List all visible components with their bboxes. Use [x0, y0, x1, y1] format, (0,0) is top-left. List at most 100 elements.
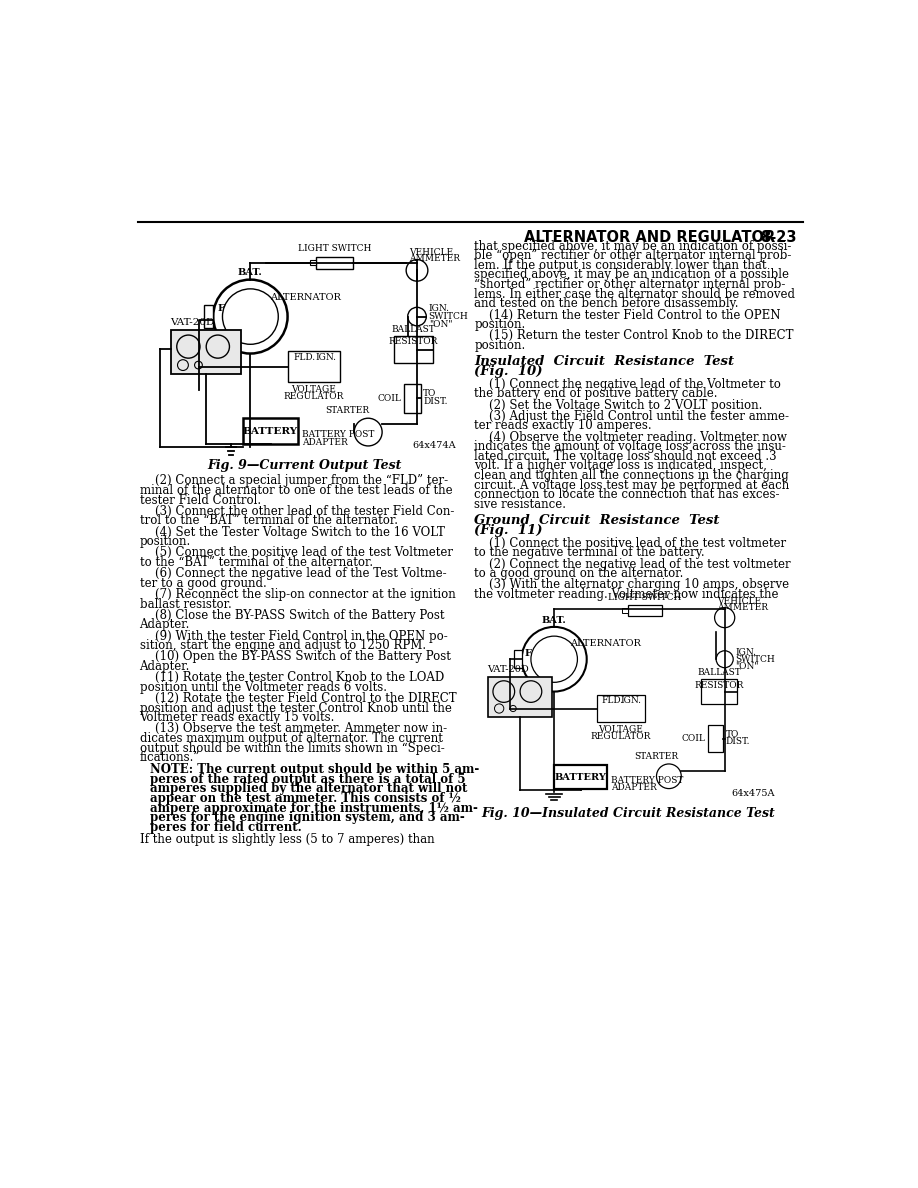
Text: appear on the test ammeter. This consists of ½: appear on the test ammeter. This consist…	[151, 792, 461, 805]
Text: dicates maximum output of alternator. The current: dicates maximum output of alternator. Th…	[140, 732, 442, 745]
Text: 64x475A: 64x475A	[732, 789, 775, 798]
Bar	[242, 418, 298, 443]
Bar	[488, 677, 552, 718]
Text: ballast resistor.: ballast resistor.	[140, 598, 231, 611]
Text: 64x474A: 64x474A	[412, 441, 455, 450]
Text: the battery end of positive battery cable.: the battery end of positive battery cabl…	[475, 387, 718, 400]
Text: (2) Connect the negative lead of the test voltmeter: (2) Connect the negative lead of the tes…	[475, 557, 791, 570]
Text: VAT-20D: VAT-20D	[170, 317, 214, 327]
Text: connection to locate the connection that has exces-: connection to locate the connection that…	[475, 488, 780, 501]
Text: ALTERNATOR AND REGULATOR: ALTERNATOR AND REGULATOR	[524, 230, 775, 246]
Text: BALLAST: BALLAST	[391, 324, 435, 334]
Text: Adapter.: Adapter.	[140, 619, 190, 631]
Text: (2) Set the Voltage Switch to 2 VOLT position.: (2) Set the Voltage Switch to 2 VOLT pos…	[475, 399, 763, 411]
Bar	[622, 608, 628, 613]
Text: LIGHT SWITCH: LIGHT SWITCH	[608, 593, 681, 602]
Text: IGN.: IGN.	[429, 304, 450, 314]
Text: (9) With the tester Field Control in the OPEN po-: (9) With the tester Field Control in the…	[140, 630, 447, 643]
Text: (12) Rotate the tester Field Control to the DIRECT: (12) Rotate the tester Field Control to …	[140, 691, 456, 704]
Text: output should be within the limits shown in “Speci-: output should be within the limits shown…	[140, 741, 444, 754]
Text: "ON": "ON"	[429, 320, 453, 329]
Text: ADAPTER: ADAPTER	[302, 437, 348, 447]
Text: VOLTAGE: VOLTAGE	[599, 726, 644, 734]
Bar	[514, 650, 521, 669]
Text: BAT.: BAT.	[542, 615, 566, 625]
Text: specified above, it may be an indication of a possible: specified above, it may be an indication…	[475, 268, 789, 282]
Text: “shorted” rectifier or other alternator internal prob-: “shorted” rectifier or other alternator …	[475, 278, 786, 291]
Bar	[701, 680, 737, 703]
Text: TO: TO	[725, 731, 739, 739]
Text: DIST.: DIST.	[423, 397, 448, 406]
Text: (14) Return the tester Field Control to the OPEN: (14) Return the tester Field Control to …	[475, 309, 781, 322]
Text: lated circuit. The voltage loss should not exceed .3: lated circuit. The voltage loss should n…	[475, 450, 777, 463]
Text: trol to the “BAT” terminal of the alternator.: trol to the “BAT” terminal of the altern…	[140, 514, 397, 527]
Bar	[708, 725, 723, 752]
Text: F: F	[218, 304, 224, 314]
Text: IGN.: IGN.	[316, 353, 336, 362]
Text: peres of the rated output as there is a total of 5: peres of the rated output as there is a …	[151, 773, 466, 785]
Text: ble “open” rectifier or other alternator internal prob-: ble “open” rectifier or other alternator…	[475, 249, 791, 263]
Text: amperes supplied by the alternator that will not: amperes supplied by the alternator that …	[151, 783, 468, 796]
Text: (Fig.  11): (Fig. 11)	[475, 524, 543, 537]
Text: AMMETER: AMMETER	[717, 604, 768, 612]
Text: VOLTAGE: VOLTAGE	[292, 385, 336, 394]
Text: (8) Close the BY-PASS Switch of the Battery Post: (8) Close the BY-PASS Switch of the Batt…	[140, 608, 444, 621]
Text: ALTERNATOR: ALTERNATOR	[270, 292, 341, 302]
Text: position.: position.	[140, 536, 191, 548]
Text: lem. If the output is considerably lower than that: lem. If the output is considerably lower…	[475, 259, 767, 272]
Text: RESISTOR: RESISTOR	[695, 681, 744, 690]
Text: STARTER: STARTER	[634, 752, 678, 760]
Text: and tested on the bench before disassembly.: and tested on the bench before disassemb…	[475, 297, 739, 310]
Text: (1) Connect the negative lead of the Voltmeter to: (1) Connect the negative lead of the Vol…	[475, 378, 781, 391]
Text: BATTERY POST: BATTERY POST	[302, 430, 375, 438]
Text: clean and tighten all the connections in the charging: clean and tighten all the connections in…	[475, 469, 789, 482]
Bar	[310, 260, 316, 265]
Text: that specified above, it may be an indication of possi-: that specified above, it may be an indic…	[475, 240, 791, 253]
Text: Adapter.: Adapter.	[140, 661, 190, 672]
Text: (1) Connect the positive lead of the test voltmeter: (1) Connect the positive lead of the tes…	[475, 537, 787, 550]
Text: position until the Voltmeter reads 6 volts.: position until the Voltmeter reads 6 vol…	[140, 681, 386, 694]
Text: BATTERY: BATTERY	[554, 772, 607, 782]
Bar	[628, 606, 662, 617]
Text: volt. If a higher voltage loss is indicated, inspect,: volt. If a higher voltage loss is indica…	[475, 460, 767, 473]
Text: fications.”: fications.”	[140, 751, 200, 764]
Text: sive resistance.: sive resistance.	[475, 498, 566, 511]
Text: tester Field Control.: tester Field Control.	[140, 494, 261, 506]
Text: BATTERY: BATTERY	[243, 426, 298, 436]
Text: VAT-20D: VAT-20D	[487, 665, 529, 674]
Text: ter to a good ground.: ter to a good ground.	[140, 577, 266, 589]
Text: (3) Adjust the Field Control until the tester amme-: (3) Adjust the Field Control until the t…	[475, 410, 789, 423]
Text: REGULATOR: REGULATOR	[284, 392, 344, 402]
Text: COIL: COIL	[377, 393, 401, 403]
Text: position.: position.	[475, 318, 526, 331]
Text: "ON": "ON"	[735, 662, 759, 671]
Text: BATTERY POST: BATTERY POST	[610, 777, 683, 785]
Text: COIL: COIL	[681, 734, 705, 742]
Text: SWITCH: SWITCH	[735, 655, 776, 664]
Text: minal of the alternator to one of the test leads of the: minal of the alternator to one of the te…	[140, 484, 453, 497]
Bar	[204, 305, 213, 328]
Text: DIST.: DIST.	[725, 737, 750, 746]
Text: (10) Open the BY-PASS Switch of the Battery Post: (10) Open the BY-PASS Switch of the Batt…	[140, 650, 451, 663]
Text: (7) Reconnect the slip-on connector at the ignition: (7) Reconnect the slip-on connector at t…	[140, 588, 455, 601]
Bar	[287, 352, 341, 383]
Text: circuit. A voltage loss test may be performed at each: circuit. A voltage loss test may be perf…	[475, 479, 789, 492]
Text: peres for the engine ignition system, and 3 am-: peres for the engine ignition system, an…	[151, 811, 465, 824]
Text: to a good ground on the alternator.: to a good ground on the alternator.	[475, 567, 684, 580]
Bar	[316, 257, 353, 268]
Text: F: F	[524, 649, 532, 658]
Text: the voltmeter reading. Voltmeter now indicates the: the voltmeter reading. Voltmeter now ind…	[475, 588, 778, 601]
Text: to the negative terminal of the battery.: to the negative terminal of the battery.	[475, 546, 705, 560]
Text: (4) Set the Tester Voltage Switch to the 16 VOLT: (4) Set the Tester Voltage Switch to the…	[140, 525, 444, 538]
Text: lems. In either case the alternator should be removed: lems. In either case the alternator shou…	[475, 287, 795, 301]
Text: IGN.: IGN.	[735, 647, 756, 657]
Text: SWITCH: SWITCH	[429, 312, 468, 321]
Text: NOTE: The current output should be within 5 am-: NOTE: The current output should be withi…	[151, 763, 479, 776]
Text: ALTERNATOR: ALTERNATOR	[570, 639, 641, 649]
Text: position.: position.	[475, 339, 526, 352]
Text: Insulated  Circuit  Resistance  Test: Insulated Circuit Resistance Test	[475, 355, 734, 368]
Text: BALLAST: BALLAST	[698, 668, 741, 677]
Text: (13) Observe the test ammeter. Ammeter now in-: (13) Observe the test ammeter. Ammeter n…	[140, 722, 447, 735]
Text: position and adjust the tester Control Knob until the: position and adjust the tester Control K…	[140, 702, 452, 714]
Text: REGULATOR: REGULATOR	[590, 732, 651, 741]
